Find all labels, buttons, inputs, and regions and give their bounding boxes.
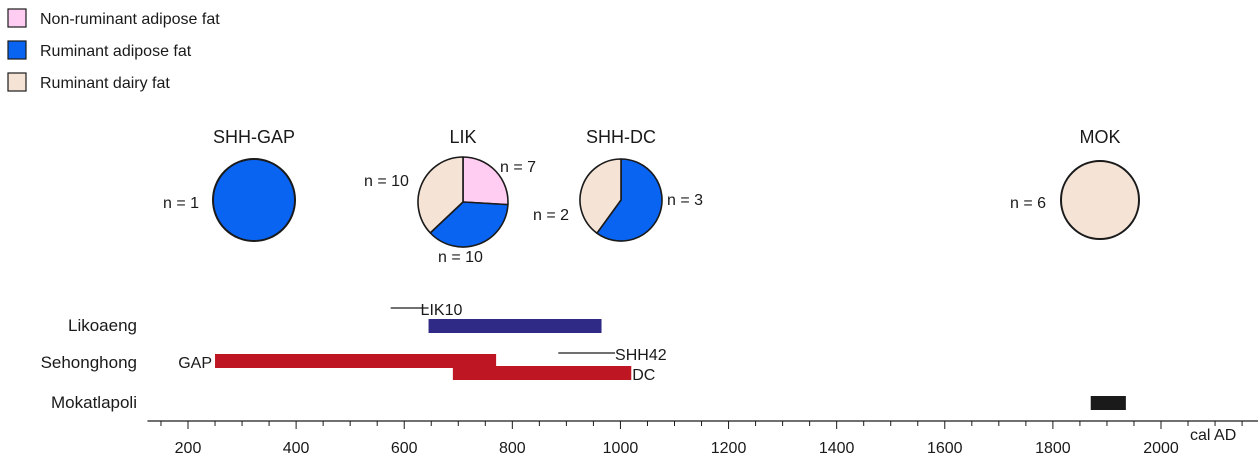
- pie-slice-label: n = 7: [500, 159, 536, 176]
- pie-slice-ruminant_dairy: [417, 156, 464, 234]
- pie-slice-ruminant_adipose: [212, 158, 296, 242]
- range-label-lik10: LIK10: [421, 302, 463, 319]
- legend-label-ruminant_adipose: Ruminant adipose fat: [40, 43, 192, 60]
- site-label-likoaeng: Likoaeng: [68, 316, 137, 335]
- pie-slice-ruminant_adipose: [596, 158, 663, 242]
- legend-swatch-non_ruminant: [7, 8, 27, 28]
- x-tick-label: 800: [499, 440, 526, 457]
- x-tick-label: 1200: [711, 440, 747, 457]
- pie-title: SHH-GAP: [213, 127, 295, 147]
- range-bar-mokatlapoli: [1090, 396, 1126, 410]
- pie-shh-gap: SHH-GAP n = 1: [163, 127, 296, 242]
- x-tick-label: 1400: [819, 440, 855, 457]
- range-label-shh42: SHH42: [615, 347, 667, 364]
- site-label-mokatlapoli: Mokatlapoli: [51, 393, 137, 412]
- pie-slice-ruminant_dairy: [579, 158, 622, 234]
- range-label-dc: DC: [632, 367, 655, 384]
- legend-label-non_ruminant: Non-ruminant adipose fat: [40, 11, 220, 28]
- pie-slice-label: n = 6: [1010, 195, 1046, 212]
- range-label-gap: GAP: [178, 355, 212, 372]
- x-tick-label: 200: [175, 440, 202, 457]
- legend: Non-ruminant adipose fat Ruminant adipose…: [7, 8, 220, 92]
- pie-slice-label: n = 10: [364, 173, 409, 190]
- pie-mok: MOK n = 6: [1010, 127, 1140, 240]
- timeline: 200 400 600 800 1000 1200 1400 1600 1800 2000 cal …: [41, 302, 1258, 457]
- pie-title: MOK: [1079, 127, 1120, 147]
- range-bar-gap: [215, 354, 497, 368]
- pie-slice-label: n = 1: [163, 195, 199, 212]
- pie-title: LIK: [449, 127, 476, 147]
- pie-slice-label: n = 2: [533, 207, 569, 224]
- pie-title: SHH-DC: [586, 127, 656, 147]
- site-label-sehonghong: Sehonghong: [41, 353, 137, 372]
- legend-label-ruminant_dairy: Ruminant dairy fat: [40, 75, 170, 92]
- pie-slice-non_ruminant: [462, 156, 509, 206]
- x-tick-label: 1600: [927, 440, 963, 457]
- pie-slice-ruminant_adipose: [429, 201, 509, 248]
- x-tick-label: 1800: [1035, 440, 1071, 457]
- pie-charts: SHH-GAP n = 1 LIK n = 7 n = 10 n = 10 SHH-DC n …: [163, 127, 1140, 266]
- x-tick-label: 600: [391, 440, 418, 457]
- x-tick-label: 400: [283, 440, 310, 457]
- pie-shh-dc: SHH-DC n = 3 n = 2: [533, 127, 703, 242]
- legend-swatch-ruminant_dairy: [7, 72, 27, 92]
- x-tick-label: 1000: [603, 440, 639, 457]
- legend-swatch-ruminant_adipose: [7, 40, 27, 60]
- pie-slice-ruminant_dairy: [1060, 160, 1140, 240]
- x-tick-label: 2000: [1143, 440, 1179, 457]
- x-axis-label: cal AD: [1190, 427, 1236, 444]
- pie-slice-label: n = 10: [438, 249, 483, 266]
- pie-lik: LIK n = 7 n = 10 n = 10: [364, 127, 536, 266]
- range-bar-likoaeng: [428, 319, 602, 333]
- pie-slice-label: n = 3: [667, 192, 703, 209]
- range-bar-dc: [452, 366, 632, 380]
